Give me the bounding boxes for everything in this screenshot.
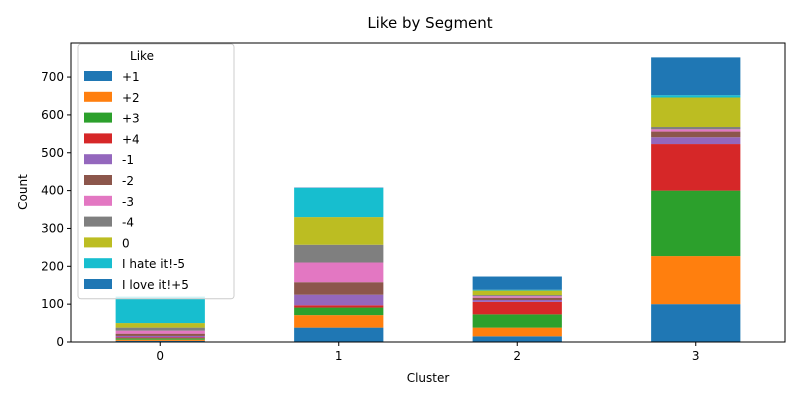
bar-segment-cluster-1-series-9 [294,187,384,218]
bar-segment-cluster-2-series-1 [472,327,562,337]
bar-segment-cluster-0-series-9 [115,296,205,324]
bar-segment-cluster-2-series-0 [472,336,562,342]
bar-segment-cluster-0-series-4 [115,335,205,338]
legend-label: -4 [122,216,134,230]
bar-segment-cluster-0-series-6 [115,330,205,334]
bar-segment-cluster-0-series-2 [115,338,205,340]
plot-frame [70,42,786,343]
x-axis-label: Cluster [407,371,450,385]
legend-label: I love it!+5 [122,278,189,292]
bar-segment-cluster-3-series-5 [651,131,741,138]
x-tick-label: 3 [692,349,700,363]
bar-segment-cluster-2-series-5 [472,297,562,300]
bar-segment-cluster-2-series-3 [472,301,562,315]
legend-label: -1 [122,153,134,167]
y-tick-label: 200 [41,259,64,273]
bar-segment-cluster-2-series-8 [472,290,562,296]
bar-segment-cluster-3-series-3 [651,144,741,191]
y-tick-label: 100 [41,297,64,311]
bar-segment-cluster-0-series-5 [115,333,205,336]
bar-segment-cluster-1-series-1 [294,315,384,328]
y-tick-label: 400 [41,184,64,198]
legend-swatch [84,237,112,248]
legend-swatch [84,71,112,81]
bar-segment-cluster-1-series-6 [294,262,384,283]
y-axis-label: Count [16,174,30,210]
bar-segment-cluster-1-series-0 [294,327,384,342]
legend-label: -3 [122,195,134,209]
bar-segment-cluster-2-series-6 [472,296,562,298]
bar-segment-cluster-1-series-8 [294,217,384,245]
legend: Like +1 +2 +3 +4 -1 -2 -3 -4 0 I hate it!-5 I love … [77,43,235,300]
y-tick-label: 300 [41,221,64,235]
legend-label: +2 [122,91,140,105]
legend-swatch [84,216,112,227]
x-tick-label: 2 [513,349,521,363]
y-tick-label: 0 [56,335,64,349]
legend-swatch [84,133,112,144]
legend-swatch [84,175,112,185]
bar-segment-cluster-1-series-2 [294,307,384,316]
y-tick-label: 500 [41,146,64,160]
legend-swatch [84,195,112,206]
y-tick-label: 600 [41,108,64,122]
legend-box [77,43,235,300]
chart-title: Like by Segment [367,14,492,32]
legend-swatch [84,258,112,269]
bar-segment-cluster-0-series-8 [115,323,205,328]
bar-segment-cluster-2-series-4 [472,299,562,302]
bar-segment-cluster-3-series-1 [651,256,741,305]
y-tick-label: 700 [41,70,64,84]
legend-label: +3 [122,112,140,126]
axes-group: 0 100 200 300 400 500 600 700 0 1 2 3 [41,42,786,363]
bar-segment-cluster-1-series-3 [294,305,384,308]
legend-swatch [84,112,112,123]
bar-segment-cluster-3-series-10 [651,57,741,96]
bar-segment-cluster-3-series-9 [651,95,741,98]
legend-label: +4 [122,132,140,146]
legend-title: Like [130,49,154,63]
legend-label: I hate it!-5 [122,257,185,271]
bar-segment-cluster-0-series-1 [115,339,205,341]
bars-group [115,57,741,342]
x-tick-label: 1 [335,349,343,363]
legend-swatch [84,279,112,289]
bar-segment-cluster-2-series-9 [472,289,562,291]
bar-segment-cluster-2-series-2 [472,314,562,328]
bar-segment-cluster-0-series-3 [115,337,205,339]
bar-segment-cluster-3-series-4 [651,137,741,145]
bar-segment-cluster-3-series-0 [651,304,741,342]
bar-segment-cluster-3-series-2 [651,190,741,257]
bar-segment-cluster-2-series-7 [472,295,562,297]
bar-segment-cluster-1-series-7 [294,244,384,263]
legend-label: +1 [122,70,140,84]
bar-segment-cluster-1-series-4 [294,294,384,306]
bar-segment-cluster-3-series-6 [651,129,741,132]
bar-segment-cluster-0-series-7 [115,327,205,331]
bar-segment-cluster-0-series-0 [115,340,205,342]
bar-segment-cluster-3-series-7 [651,127,741,130]
bar-segment-cluster-2-series-10 [472,276,562,290]
bar-segment-cluster-3-series-8 [651,97,741,128]
legend-swatch [84,154,112,165]
bar-segment-cluster-1-series-5 [294,282,384,295]
legend-label: 0 [122,236,130,250]
legend-swatch [84,91,112,102]
x-tick-label: 0 [156,349,164,363]
legend-label: -2 [122,174,134,188]
